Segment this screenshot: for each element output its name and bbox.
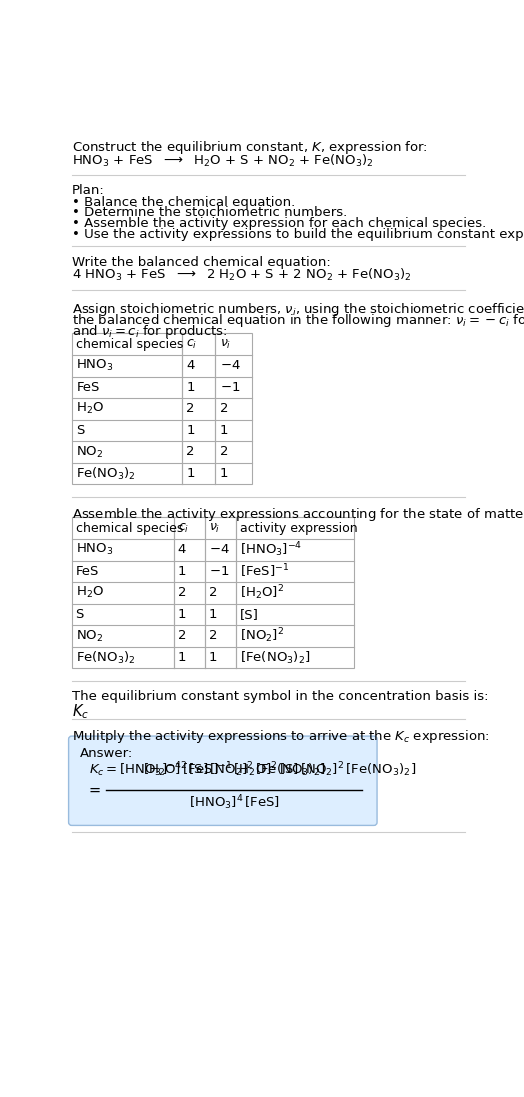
Text: 2: 2 [187,445,195,459]
Text: • Balance the chemical equation.: • Balance the chemical equation. [72,195,295,208]
Text: 2: 2 [220,445,228,459]
Text: 2: 2 [209,630,217,643]
Text: • Use the activity expressions to build the equilibrium constant expression.: • Use the activity expressions to build … [72,228,524,241]
Text: chemical species: chemical species [77,338,184,351]
Text: FeS: FeS [75,565,99,578]
Text: $K_c = [\mathrm{HNO_3}]^{-4}\,[\mathrm{FeS}]^{-1}\,[\mathrm{H_2O}]^2\,[\mathrm{S: $K_c = [\mathrm{HNO_3}]^{-4}\,[\mathrm{F… [89,760,416,780]
Text: $\nu_i$: $\nu_i$ [209,522,220,534]
Text: $-4$: $-4$ [209,543,230,556]
Text: $\mathrm{Fe(NO_3)_2}$: $\mathrm{Fe(NO_3)_2}$ [77,465,136,482]
Text: Plan:: Plan: [72,184,104,197]
Text: Mulitply the activity expressions to arrive at the $K_c$ expression:: Mulitply the activity expressions to arr… [72,728,489,745]
Text: Assemble the activity expressions accounting for the state of matter and $\nu_i$: Assemble the activity expressions accoun… [72,506,524,523]
Text: S: S [75,608,84,621]
Text: =: = [89,782,101,798]
Text: 4 $\mathrm{HNO_3}$ + FeS  $\longrightarrow$  2 $\mathrm{H_2O}$ + S + 2 $\mathrm{: 4 $\mathrm{HNO_3}$ + FeS $\longrightarro… [72,268,411,283]
Text: $[\mathrm{H_2O}]^2$: $[\mathrm{H_2O}]^2$ [240,584,284,602]
Text: The equilibrium constant symbol in the concentration basis is:: The equilibrium constant symbol in the c… [72,690,488,703]
Text: 1: 1 [209,651,217,664]
Text: 1: 1 [220,423,228,437]
Text: 1: 1 [209,608,217,621]
Text: $K_c$: $K_c$ [72,702,89,721]
Text: the balanced chemical equation in the following manner: $\nu_i = -c_i$ for react: the balanced chemical equation in the fo… [72,312,524,329]
Text: • Determine the stoichiometric numbers.: • Determine the stoichiometric numbers. [72,206,347,219]
Text: 1: 1 [187,423,195,437]
Text: $\mathrm{HNO_3}$: $\mathrm{HNO_3}$ [77,358,114,373]
Text: activity expression: activity expression [240,522,357,534]
Text: 4: 4 [178,543,186,556]
Text: $\mathrm{Fe(NO_3)_2}$: $\mathrm{Fe(NO_3)_2}$ [75,649,135,666]
Text: 2: 2 [220,403,228,416]
Text: $[\mathrm{NO_2}]^2$: $[\mathrm{NO_2}]^2$ [240,626,284,645]
Text: 2: 2 [178,587,187,599]
Text: $c_i$: $c_i$ [178,522,189,534]
Text: $\mathrm{H_2O}$: $\mathrm{H_2O}$ [75,586,104,600]
Text: Assign stoichiometric numbers, $\nu_i$, using the stoichiometric coefficients, $: Assign stoichiometric numbers, $\nu_i$, … [72,301,524,318]
Text: 1: 1 [178,565,187,578]
Text: 2: 2 [178,630,187,643]
Text: $\mathrm{H_2O}$: $\mathrm{H_2O}$ [77,402,104,417]
Text: • Assemble the activity expression for each chemical species.: • Assemble the activity expression for e… [72,217,486,230]
Text: 1: 1 [220,467,228,480]
Text: 4: 4 [187,359,195,372]
Text: $[\mathrm{HNO_3}]^{-4}$: $[\mathrm{HNO_3}]^{-4}$ [240,541,302,559]
Text: S: S [77,423,85,437]
Text: 2: 2 [209,587,217,599]
Text: 2: 2 [187,403,195,416]
Text: $-1$: $-1$ [209,565,229,578]
Text: Answer:: Answer: [80,747,133,760]
Text: $c_i$: $c_i$ [187,338,198,351]
Text: $[\mathrm{Fe(NO_3)_2}]$: $[\mathrm{Fe(NO_3)_2}]$ [240,649,310,666]
Text: $[\mathrm{H_2O}]^2\,[\mathrm{S}]\,[\mathrm{NO_2}]^2\,[\mathrm{Fe(NO_3)_2}]$: $[\mathrm{H_2O}]^2\,[\mathrm{S}]\,[\math… [143,760,325,779]
Text: 1: 1 [187,381,195,394]
Text: FeS: FeS [77,381,100,394]
Bar [72,518,354,668]
Text: $[\mathrm{HNO_3}]^4\,[\mathrm{FeS}]$: $[\mathrm{HNO_3}]^4\,[\mathrm{FeS}]$ [189,793,280,812]
Text: [S]: [S] [240,608,259,621]
Text: Construct the equilibrium constant, $K$, expression for:: Construct the equilibrium constant, $K$,… [72,139,428,157]
Text: 1: 1 [187,467,195,480]
Text: chemical species: chemical species [75,522,183,534]
Text: $\mathrm{NO_2}$: $\mathrm{NO_2}$ [75,629,103,644]
Text: $\nu_i$: $\nu_i$ [220,338,231,351]
Text: $[\mathrm{FeS}]^{-1}$: $[\mathrm{FeS}]^{-1}$ [240,563,289,580]
Text: and $\nu_i = c_i$ for products:: and $\nu_i = c_i$ for products: [72,323,227,340]
Text: $\mathrm{HNO_3}$: $\mathrm{HNO_3}$ [75,542,113,557]
Text: 1: 1 [178,608,187,621]
Bar [72,333,252,484]
Text: $-4$: $-4$ [220,359,241,372]
Text: 1: 1 [178,651,187,664]
Text: $\mathrm{HNO_3}$ + FeS  $\longrightarrow$  $\mathrm{H_2O}$ + S + $\mathrm{NO_2}$: $\mathrm{HNO_3}$ + FeS $\longrightarrow$… [72,154,374,169]
Text: $-1$: $-1$ [220,381,240,394]
Text: $\mathrm{NO_2}$: $\mathrm{NO_2}$ [77,444,104,460]
Text: Write the balanced chemical equation:: Write the balanced chemical equation: [72,256,331,269]
FancyBboxPatch shape [69,736,377,825]
